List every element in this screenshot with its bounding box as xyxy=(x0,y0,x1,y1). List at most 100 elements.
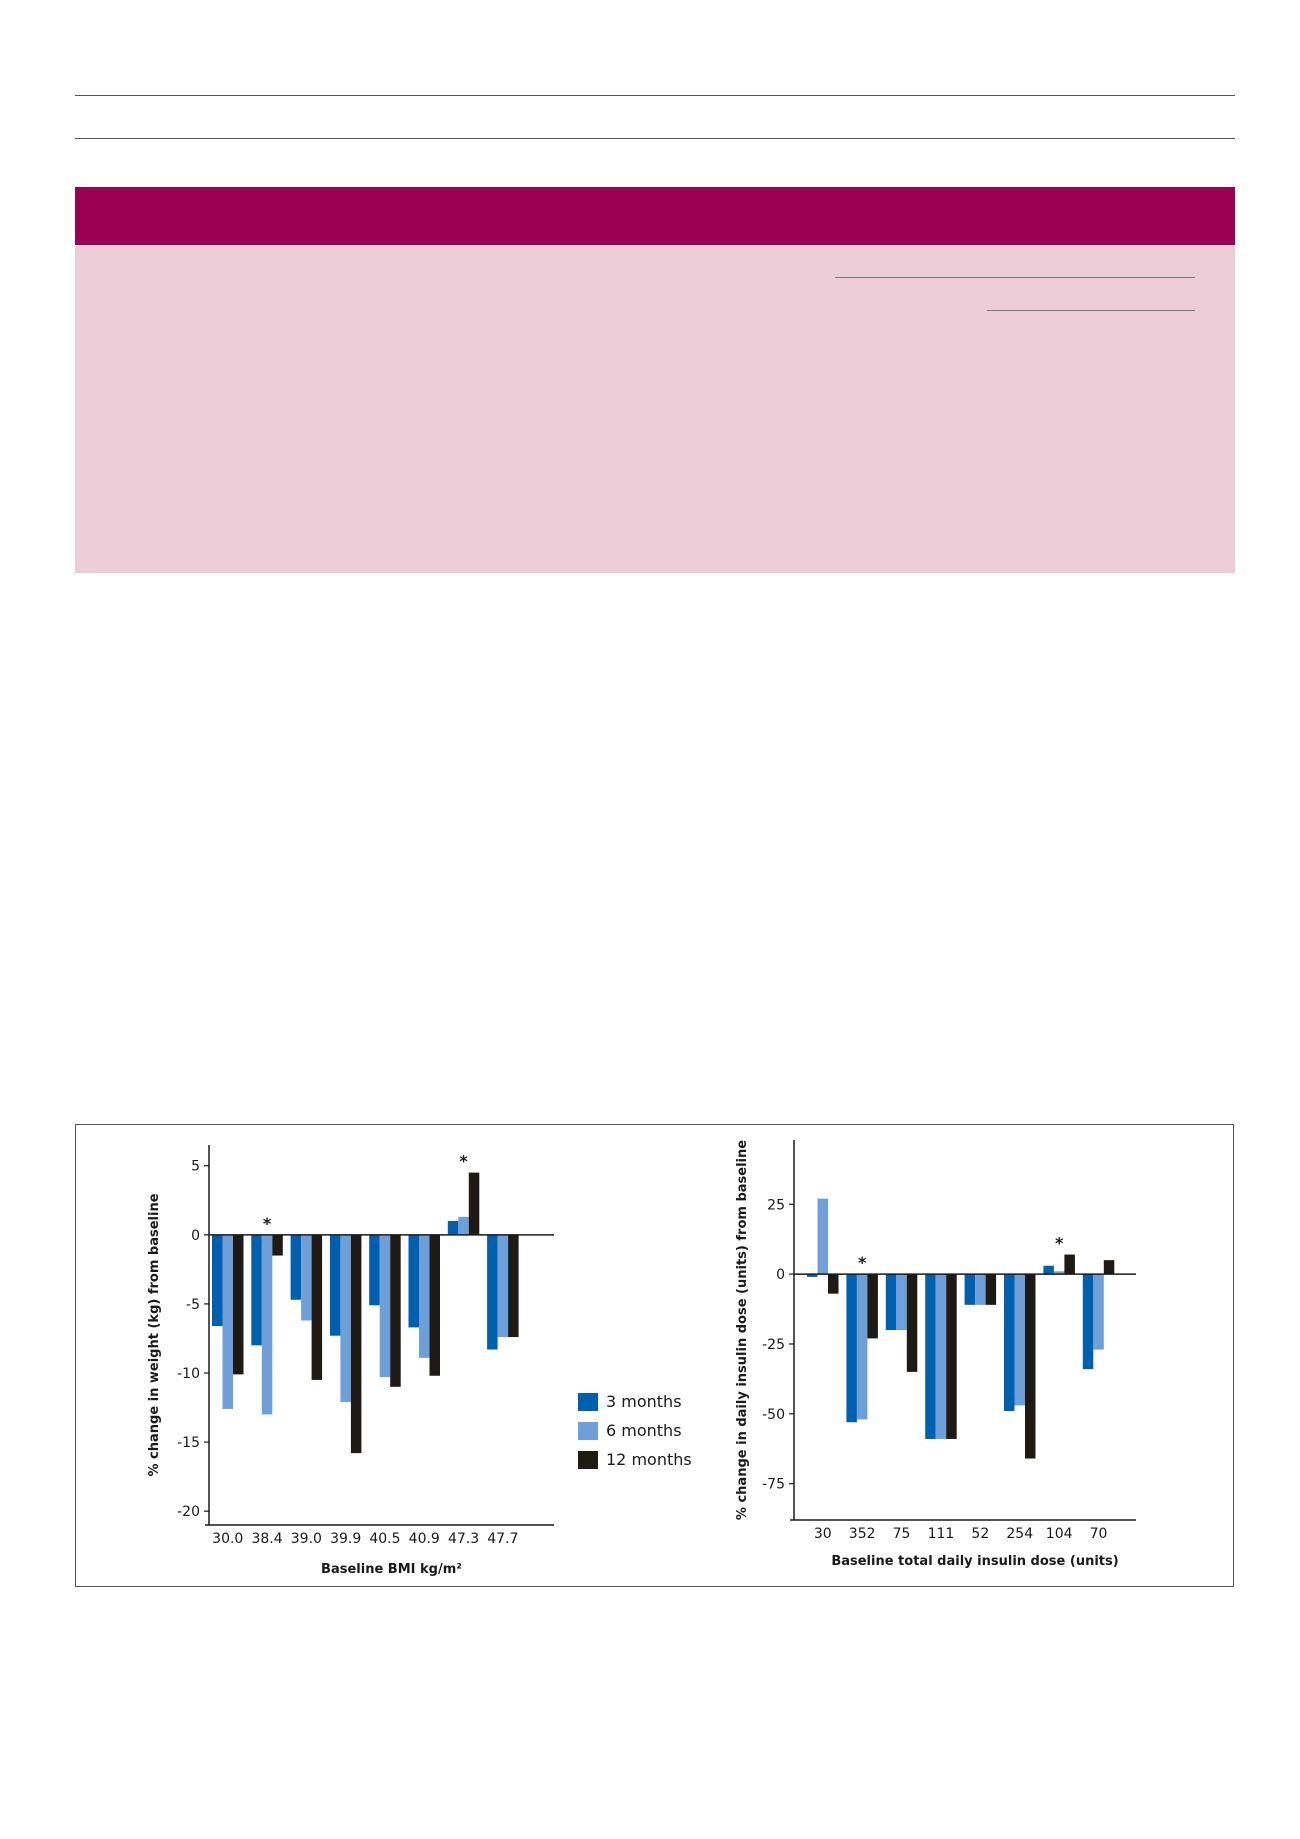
chart1-x-axis-title: Baseline BMI kg/m² xyxy=(321,1562,462,1577)
bar-39-9-12-months xyxy=(350,1234,362,1454)
table-header-band xyxy=(75,187,1235,245)
x-tick-label-47-7: 47.7 xyxy=(487,1531,518,1547)
chart1-annotations: ** xyxy=(263,1152,469,1233)
bar-111-6-months xyxy=(935,1274,947,1439)
bar-47-3-6-months xyxy=(458,1216,469,1235)
bar-47-3-12-months xyxy=(468,1172,480,1235)
bar-254-3-months xyxy=(1004,1274,1015,1412)
annotation-star-352: * xyxy=(858,1253,867,1272)
bar-352-6-months xyxy=(856,1274,868,1420)
c2-y-tick-label: -25 xyxy=(762,1337,785,1353)
x-tick-label-30-0: 30.0 xyxy=(212,1531,243,1547)
legend-swatch-12-months xyxy=(578,1451,598,1469)
chart1-bars xyxy=(212,1172,519,1454)
weight-change-chart: 5 0 -5 -10 -15 -20 30.0 38.4 39.0 39.9 40.5 40.9 47… xyxy=(147,1145,554,1577)
bar-40-5-6-months xyxy=(379,1234,391,1378)
c2-y-tick-label: 25 xyxy=(767,1197,785,1213)
x-tick-label-40-9: 40.9 xyxy=(409,1531,440,1547)
c1-y-tick-label: -5 xyxy=(186,1297,200,1313)
bar-40-5-3-months xyxy=(369,1234,380,1306)
c2-y-tick-label: 0 xyxy=(776,1267,785,1283)
bar-39-0-6-months xyxy=(301,1234,312,1321)
x-tick-label-75: 75 xyxy=(893,1526,911,1542)
bar-47-7-12-months xyxy=(508,1234,519,1338)
chart2-x-tick-labels: 30 352 75 111 52 254 104 70 xyxy=(814,1526,1108,1542)
x-tick-label-30: 30 xyxy=(814,1526,832,1542)
bar-254-6-months xyxy=(1014,1274,1025,1406)
c1-y-tick-label: 0 xyxy=(191,1228,200,1244)
bar-30-6-months xyxy=(817,1198,828,1275)
bar-39-0-3-months xyxy=(290,1234,302,1300)
bar-75-12-months xyxy=(906,1274,918,1372)
top-rule xyxy=(75,95,1235,96)
x-tick-label-39-0: 39.0 xyxy=(291,1531,322,1547)
bar-30-0-3-months xyxy=(212,1234,223,1327)
chart2-y-axis-title: % change in daily insulin dose (units) f… xyxy=(735,1140,750,1520)
chart-legend: 3 months 6 months 12 months xyxy=(578,1392,692,1469)
c1-y-tick-label: 5 xyxy=(191,1159,200,1175)
bar-47-7-6-months xyxy=(497,1234,509,1338)
bar-75-3-months xyxy=(885,1274,897,1330)
x-tick-label-39-9: 39.9 xyxy=(330,1531,361,1547)
c2-y-tick-label: -50 xyxy=(762,1407,785,1423)
bar-39-9-6-months xyxy=(340,1234,351,1403)
bar-39-9-3-months xyxy=(329,1234,341,1336)
legend-label-3-months: 3 months xyxy=(606,1392,682,1411)
x-tick-label-104: 104 xyxy=(1046,1526,1073,1542)
table-body-band xyxy=(75,246,1235,573)
legend-label-6-months: 6 months xyxy=(606,1421,682,1440)
second-rule xyxy=(75,138,1235,139)
bar-30-12-months xyxy=(828,1274,839,1294)
bar-352-12-months xyxy=(867,1274,878,1339)
x-tick-label-38-4: 38.4 xyxy=(251,1531,282,1547)
c2-y-tick-label: -75 xyxy=(762,1477,785,1493)
bar-40-9-6-months xyxy=(419,1234,430,1358)
legend-swatch-6-months xyxy=(578,1422,598,1440)
chart1-ticks: 5 0 -5 -10 -15 -20 xyxy=(177,1159,209,1520)
bar-254-12-months xyxy=(1025,1274,1036,1459)
bar-70-12-months xyxy=(1103,1260,1115,1275)
bar-39-0-12-months xyxy=(311,1234,323,1380)
bar-40-9-12-months xyxy=(429,1234,440,1376)
bar-70-6-months xyxy=(1093,1274,1104,1350)
bar-52-6-months xyxy=(975,1274,986,1305)
bar-38-4-12-months xyxy=(272,1234,283,1256)
bar-38-4-6-months xyxy=(261,1234,273,1415)
figure-panel: 5 0 -5 -10 -15 -20 30.0 38.4 39.0 39.9 40.5 40.9 47… xyxy=(75,1124,1234,1587)
legend-swatch-3-months xyxy=(578,1393,598,1411)
bar-352-3-months xyxy=(846,1274,857,1423)
c1-y-tick-label: -15 xyxy=(177,1435,200,1451)
bar-75-6-months xyxy=(896,1274,907,1330)
x-tick-label-254: 254 xyxy=(1006,1526,1033,1542)
chart2-annotations: ** xyxy=(858,1234,1064,1273)
x-tick-label-70: 70 xyxy=(1090,1526,1108,1542)
bar-40-5-12-months xyxy=(390,1234,401,1387)
table-column-rule-lower xyxy=(987,310,1195,311)
figure-svg: 5 0 -5 -10 -15 -20 30.0 38.4 39.0 39.9 40.5 40.9 47… xyxy=(147,1140,1136,1577)
c1-y-tick-label: -10 xyxy=(177,1366,200,1382)
chart2-x-axis-title: Baseline total daily insulin dose (units… xyxy=(831,1554,1118,1569)
chart1-x-tick-labels: 30.0 38.4 39.0 39.9 40.5 40.9 47.3 47.7 xyxy=(212,1531,518,1547)
bar-111-12-months xyxy=(946,1274,957,1439)
annotation-star-104: * xyxy=(1055,1234,1064,1253)
x-tick-label-52: 52 xyxy=(971,1526,989,1542)
chart2-bars xyxy=(807,1198,1115,1459)
bar-104-6-months xyxy=(1053,1271,1065,1275)
bar-38-4-3-months xyxy=(251,1234,262,1346)
bar-47-3-3-months xyxy=(447,1221,459,1235)
legend-label-12-months: 12 months xyxy=(606,1450,692,1469)
chart2-ticks: 25 0 -25 -50 -75 xyxy=(762,1197,794,1493)
x-tick-label-352: 352 xyxy=(849,1526,876,1542)
bar-52-3-months xyxy=(964,1274,976,1305)
annotation-star-47-3: * xyxy=(459,1152,468,1171)
insulin-dose-change-chart: 250-25-50-75 30 352 75 111 52 254 104 70 ** Bas… xyxy=(735,1140,1136,1569)
annotation-star-38-4: * xyxy=(263,1214,272,1233)
bar-111-3-months xyxy=(925,1274,936,1439)
c1-y-tick-label: -20 xyxy=(177,1504,200,1520)
bar-30-0-12-months xyxy=(233,1234,244,1375)
bar-52-12-months xyxy=(985,1274,997,1305)
chart1-y-axis-title: % change in weight (kg) from baseline xyxy=(147,1193,162,1476)
bar-47-7-3-months xyxy=(487,1234,498,1350)
bar-40-9-3-months xyxy=(408,1234,419,1328)
bar-104-12-months xyxy=(1064,1254,1075,1275)
